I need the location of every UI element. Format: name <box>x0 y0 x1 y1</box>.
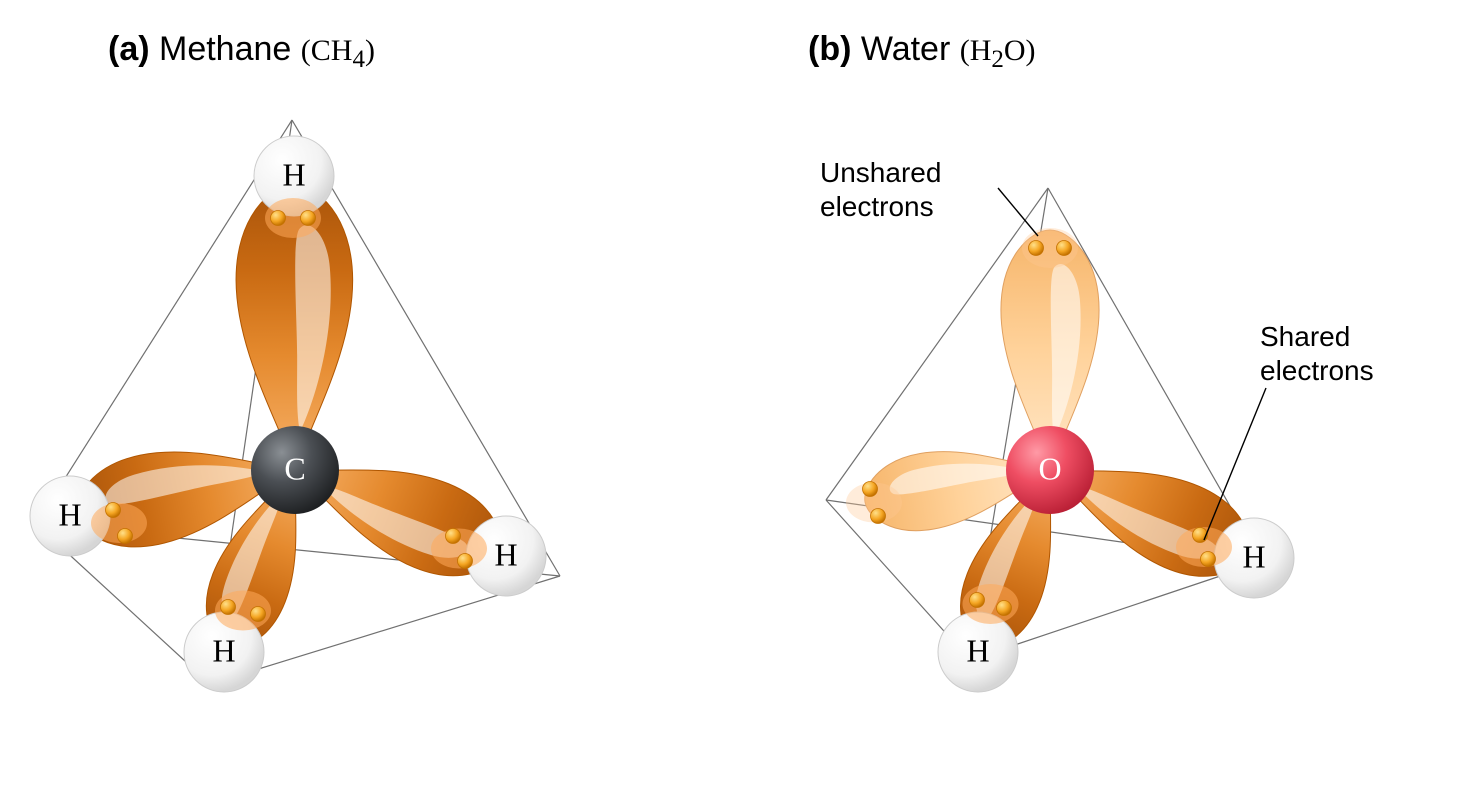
center-atom: O <box>1006 426 1094 514</box>
electron-dot <box>871 509 886 524</box>
electron-dot <box>446 529 461 544</box>
annotation-leader-line <box>998 188 1038 236</box>
electron-dot <box>1029 241 1044 256</box>
hydrogen-label: H <box>494 536 517 572</box>
hydrogen-label: H <box>58 496 81 532</box>
hydrogen-label: H <box>1242 538 1265 574</box>
hydrogen-atom: H <box>938 612 1018 692</box>
electron-dot <box>106 503 121 518</box>
electron-dot <box>221 600 236 615</box>
molecule-diagram: C H H H H O H H <box>0 0 1480 787</box>
electron-dot <box>301 211 316 226</box>
electron-dot <box>1193 528 1208 543</box>
center-atom-label: O <box>1038 450 1061 486</box>
hydrogen-label: H <box>966 632 989 668</box>
hydrogen-label: H <box>282 156 305 192</box>
water-molecule: O H H <box>826 188 1294 692</box>
electron-dot <box>458 554 473 569</box>
electron-dot <box>1057 241 1072 256</box>
electron-dot <box>1201 552 1216 567</box>
electron-dot <box>271 211 286 226</box>
hydrogen-label: H <box>212 632 235 668</box>
electron-dot <box>251 607 266 622</box>
electron-dot <box>118 529 133 544</box>
electron-dot <box>970 593 985 608</box>
methane-molecule: C H H H H <box>30 120 560 692</box>
center-atom-label: C <box>284 450 305 486</box>
electron-dot <box>863 482 878 497</box>
center-atom: C <box>251 426 339 514</box>
electron-dot <box>997 601 1012 616</box>
